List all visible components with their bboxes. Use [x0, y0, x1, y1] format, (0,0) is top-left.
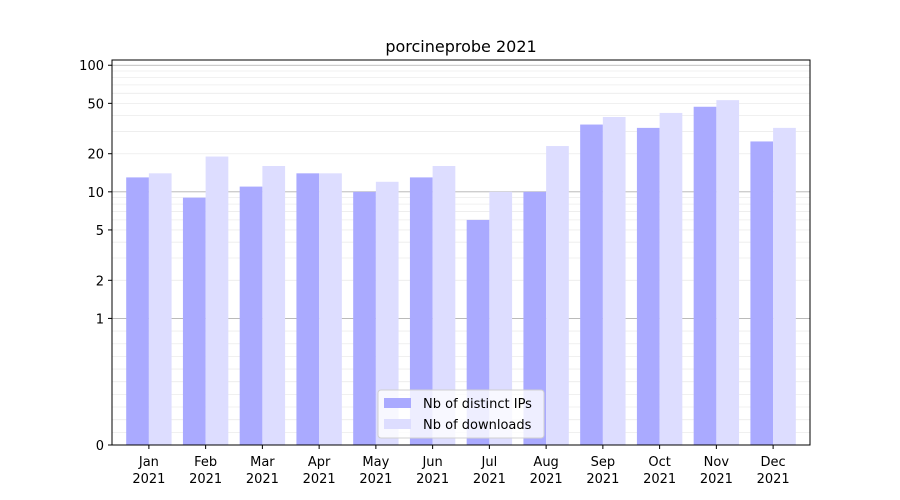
- legend-label: Nb of distinct IPs: [423, 397, 532, 412]
- bar-downloads-jun: [432, 165, 456, 446]
- x-tick-label-month: Dec: [761, 455, 786, 470]
- bar-distinct-ips-feb: [182, 197, 206, 445]
- x-tick-label-year: 2021: [416, 472, 449, 487]
- bar-downloads-nov: [716, 100, 740, 445]
- bar-downloads-oct: [659, 112, 683, 446]
- chart-title: porcineprobe 2021: [385, 37, 536, 56]
- legend-swatch: [384, 419, 411, 429]
- x-tick-label-year: 2021: [757, 472, 790, 487]
- bar-distinct-ips-jul: [466, 219, 490, 445]
- legend: Nb of distinct IPs Nb of downloads: [377, 389, 545, 439]
- x-tick-label-year: 2021: [473, 472, 506, 487]
- y-tick-label: 50: [87, 97, 104, 112]
- x-tick-label-year: 2021: [359, 472, 392, 487]
- bar-distinct-ips-nov: [693, 106, 717, 445]
- x-tick-label-month: Sep: [591, 455, 616, 470]
- y-tick-label: 1: [96, 312, 104, 327]
- bar-distinct-ips-aug: [523, 191, 547, 445]
- x-tick-label-month: Nov: [704, 455, 730, 470]
- x-tick-label-month: Apr: [308, 455, 331, 470]
- x-tick-label-year: 2021: [303, 472, 336, 487]
- y-tick-label: 20: [87, 148, 104, 163]
- bar-distinct-ips-may: [353, 191, 376, 445]
- bar-distinct-ips-oct: [636, 127, 660, 445]
- bar-distinct-ips-dec: [750, 141, 774, 445]
- bar-distinct-ips-apr: [296, 173, 320, 445]
- x-tick-label-year: 2021: [530, 472, 563, 487]
- bar-distinct-ips-jan: [126, 177, 149, 446]
- x-tick-label-month: Oct: [648, 455, 670, 470]
- x-tick-label-month: Aug: [533, 455, 558, 470]
- bar-downloads-sep: [602, 117, 626, 446]
- plot-frame: [111, 59, 811, 446]
- bar-downloads-aug: [546, 146, 569, 445]
- legend-box: [377, 389, 545, 439]
- x-tick-label-month: Jun: [421, 455, 442, 470]
- bar-downloads-jul: [489, 191, 513, 445]
- x-tick-label-year: 2021: [586, 472, 619, 487]
- y-tick-label: 0: [96, 439, 104, 454]
- bar-distinct-ips-jun: [409, 177, 433, 446]
- y-tick-label: 10: [87, 186, 104, 201]
- x-tick-label-month: Jul: [481, 455, 498, 470]
- x-tick-label-year: 2021: [189, 472, 222, 487]
- bar-distinct-ips-sep: [580, 124, 603, 445]
- bar-downloads-mar: [262, 165, 286, 446]
- bar-downloads-jan: [148, 173, 172, 445]
- legend-label: Nb of downloads: [423, 418, 532, 433]
- x-tick-label-month: Feb: [194, 455, 217, 470]
- bar-distinct-ips-mar: [239, 186, 263, 446]
- x-tick-label-month: May: [362, 455, 389, 470]
- bars: [126, 100, 796, 446]
- legend-swatch: [384, 398, 411, 408]
- bar-downloads-may: [375, 181, 399, 445]
- x-tick-label-year: 2021: [132, 472, 165, 487]
- bar-downloads-dec: [773, 127, 796, 445]
- axes: Jan2021Feb2021Mar2021Apr2021May2021Jun20…: [79, 59, 811, 487]
- x-tick-label-month: Jan: [138, 455, 159, 470]
- x-tick-label-month: Mar: [250, 455, 275, 470]
- y-tick-label: 2: [96, 274, 104, 289]
- bar-downloads-feb: [205, 156, 229, 446]
- y-tick-label: 5: [96, 224, 104, 239]
- bar-downloads-apr: [319, 173, 342, 445]
- y-tick-label: 100: [79, 59, 104, 74]
- x-tick-label-year: 2021: [700, 472, 733, 487]
- x-tick-label-year: 2021: [643, 472, 676, 487]
- x-tick-label-year: 2021: [246, 472, 279, 487]
